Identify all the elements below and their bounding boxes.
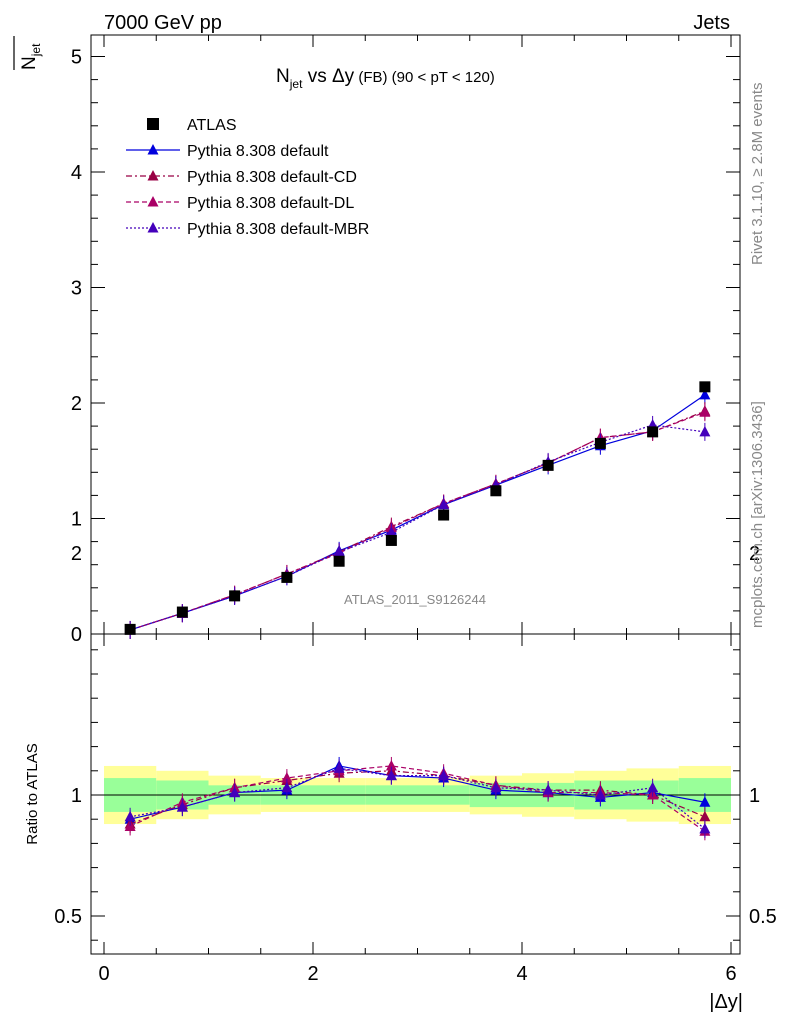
legend: ATLAS Pythia 8.308 default Pythia 8.308 de… (126, 117, 369, 238)
data-point (176, 606, 188, 618)
legend-entry: Pythia 8.308 default-CD (126, 169, 357, 186)
series-line (129, 770, 706, 825)
svg-text:Njet: Njet (19, 43, 43, 70)
y-tick-label-ratio-right: 2 (749, 543, 760, 565)
series-point (147, 144, 159, 155)
legend-label: ATLAS (187, 117, 237, 134)
series-point (438, 498, 450, 510)
y-tick-label-main: 4 (71, 162, 82, 184)
data-point (124, 623, 136, 635)
legend-entry: Pythia 8.308 default (126, 143, 329, 160)
y-tick-label-main: 2 (71, 393, 82, 415)
y-tick-label-ratio: 1 (71, 785, 82, 807)
data-point (229, 590, 241, 602)
data-point (699, 381, 711, 393)
series-point (490, 781, 502, 793)
series-point (699, 425, 711, 437)
series-point (699, 810, 711, 822)
x-tick-label: 0 (98, 963, 109, 985)
series-line (129, 424, 705, 631)
y-tick-label-ratio: 0.5 (54, 906, 82, 928)
x-axis-label: |Δy| (709, 991, 743, 1013)
data-point (281, 571, 293, 583)
data-point (542, 459, 554, 471)
series-point (699, 796, 711, 807)
series-point (281, 772, 293, 783)
ratio-plot-frame (90, 633, 741, 955)
x-tick-label: 6 (725, 963, 736, 985)
series-point (438, 769, 450, 781)
y-tick-label-main: 3 (71, 278, 82, 300)
series-point (699, 822, 711, 834)
series-point (385, 526, 397, 537)
legend-label: Pythia 8.308 default-DL (187, 195, 354, 212)
series-layer (124, 381, 711, 841)
data-point (594, 437, 606, 449)
mcplots-label: mcplots.cern.ch [arXiv:1306.3436] (749, 401, 766, 628)
series-line (129, 765, 706, 832)
series-point (699, 406, 711, 417)
series-point (229, 786, 241, 798)
series-point (647, 781, 659, 793)
series-point (124, 810, 136, 822)
header-left: 7000 GeV pp (104, 12, 222, 34)
data-point (438, 509, 450, 521)
analysis-watermark: ATLAS_2011_S9126244 (344, 592, 486, 607)
series-point (281, 781, 293, 793)
y-tick-label-ratio: 2 (71, 543, 82, 565)
y-tick-label-main: 0 (71, 624, 82, 646)
data-point (385, 534, 397, 546)
series-point (385, 759, 397, 771)
series-line (129, 410, 706, 631)
y-axis-label-main: Njet (13, 36, 43, 70)
x-tick-label: 4 (516, 963, 527, 985)
series-point (176, 801, 188, 812)
y-tick-label-main: 1 (71, 509, 82, 531)
data-point (333, 555, 345, 567)
legend-label: Pythia 8.308 default-MBR (187, 221, 369, 238)
axes: 0 2 4 6 0 1 2 3 4 5 0.5 0.5 1 1 2 2 (54, 35, 777, 985)
series-point (594, 789, 606, 800)
series-point (385, 769, 397, 781)
legend-marker (147, 118, 159, 130)
series-point (147, 222, 159, 233)
y-tick-label-main: 5 (71, 47, 82, 69)
series-point (333, 762, 345, 773)
series-point (333, 545, 345, 557)
legend-entry: Pythia 8.308 default-MBR (126, 221, 369, 238)
rivet-label: Rivet 3.1.10, ≥ 2.8M events (749, 83, 766, 266)
header-right: Jets (693, 12, 730, 34)
series-line (129, 765, 705, 820)
y-axis-label-ratio: Ratio to ATLAS (24, 743, 41, 844)
y-tick-label-ratio-right: 0.5 (749, 906, 777, 928)
series-mbr-ratio (124, 759, 711, 838)
chart-title: Njet vs Δy (FB) (90 < pT < 120) (276, 66, 495, 91)
series-point (699, 388, 711, 400)
data-point (647, 426, 659, 438)
series-point (542, 784, 554, 795)
data-point (490, 485, 502, 497)
legend-entry: Pythia 8.308 default-DL (126, 195, 354, 212)
series-atlas-data (124, 381, 711, 635)
y-tick-label-ratio-right: 1 (749, 785, 760, 807)
legend-label: Pythia 8.308 default-CD (187, 169, 357, 186)
legend-entry: ATLAS (147, 117, 237, 134)
ratio-uncertainty-band (91, 765, 740, 825)
legend-label: Pythia 8.308 default (187, 143, 329, 160)
series-point (147, 196, 159, 207)
series-point (147, 170, 159, 181)
x-tick-label: 2 (307, 963, 318, 985)
